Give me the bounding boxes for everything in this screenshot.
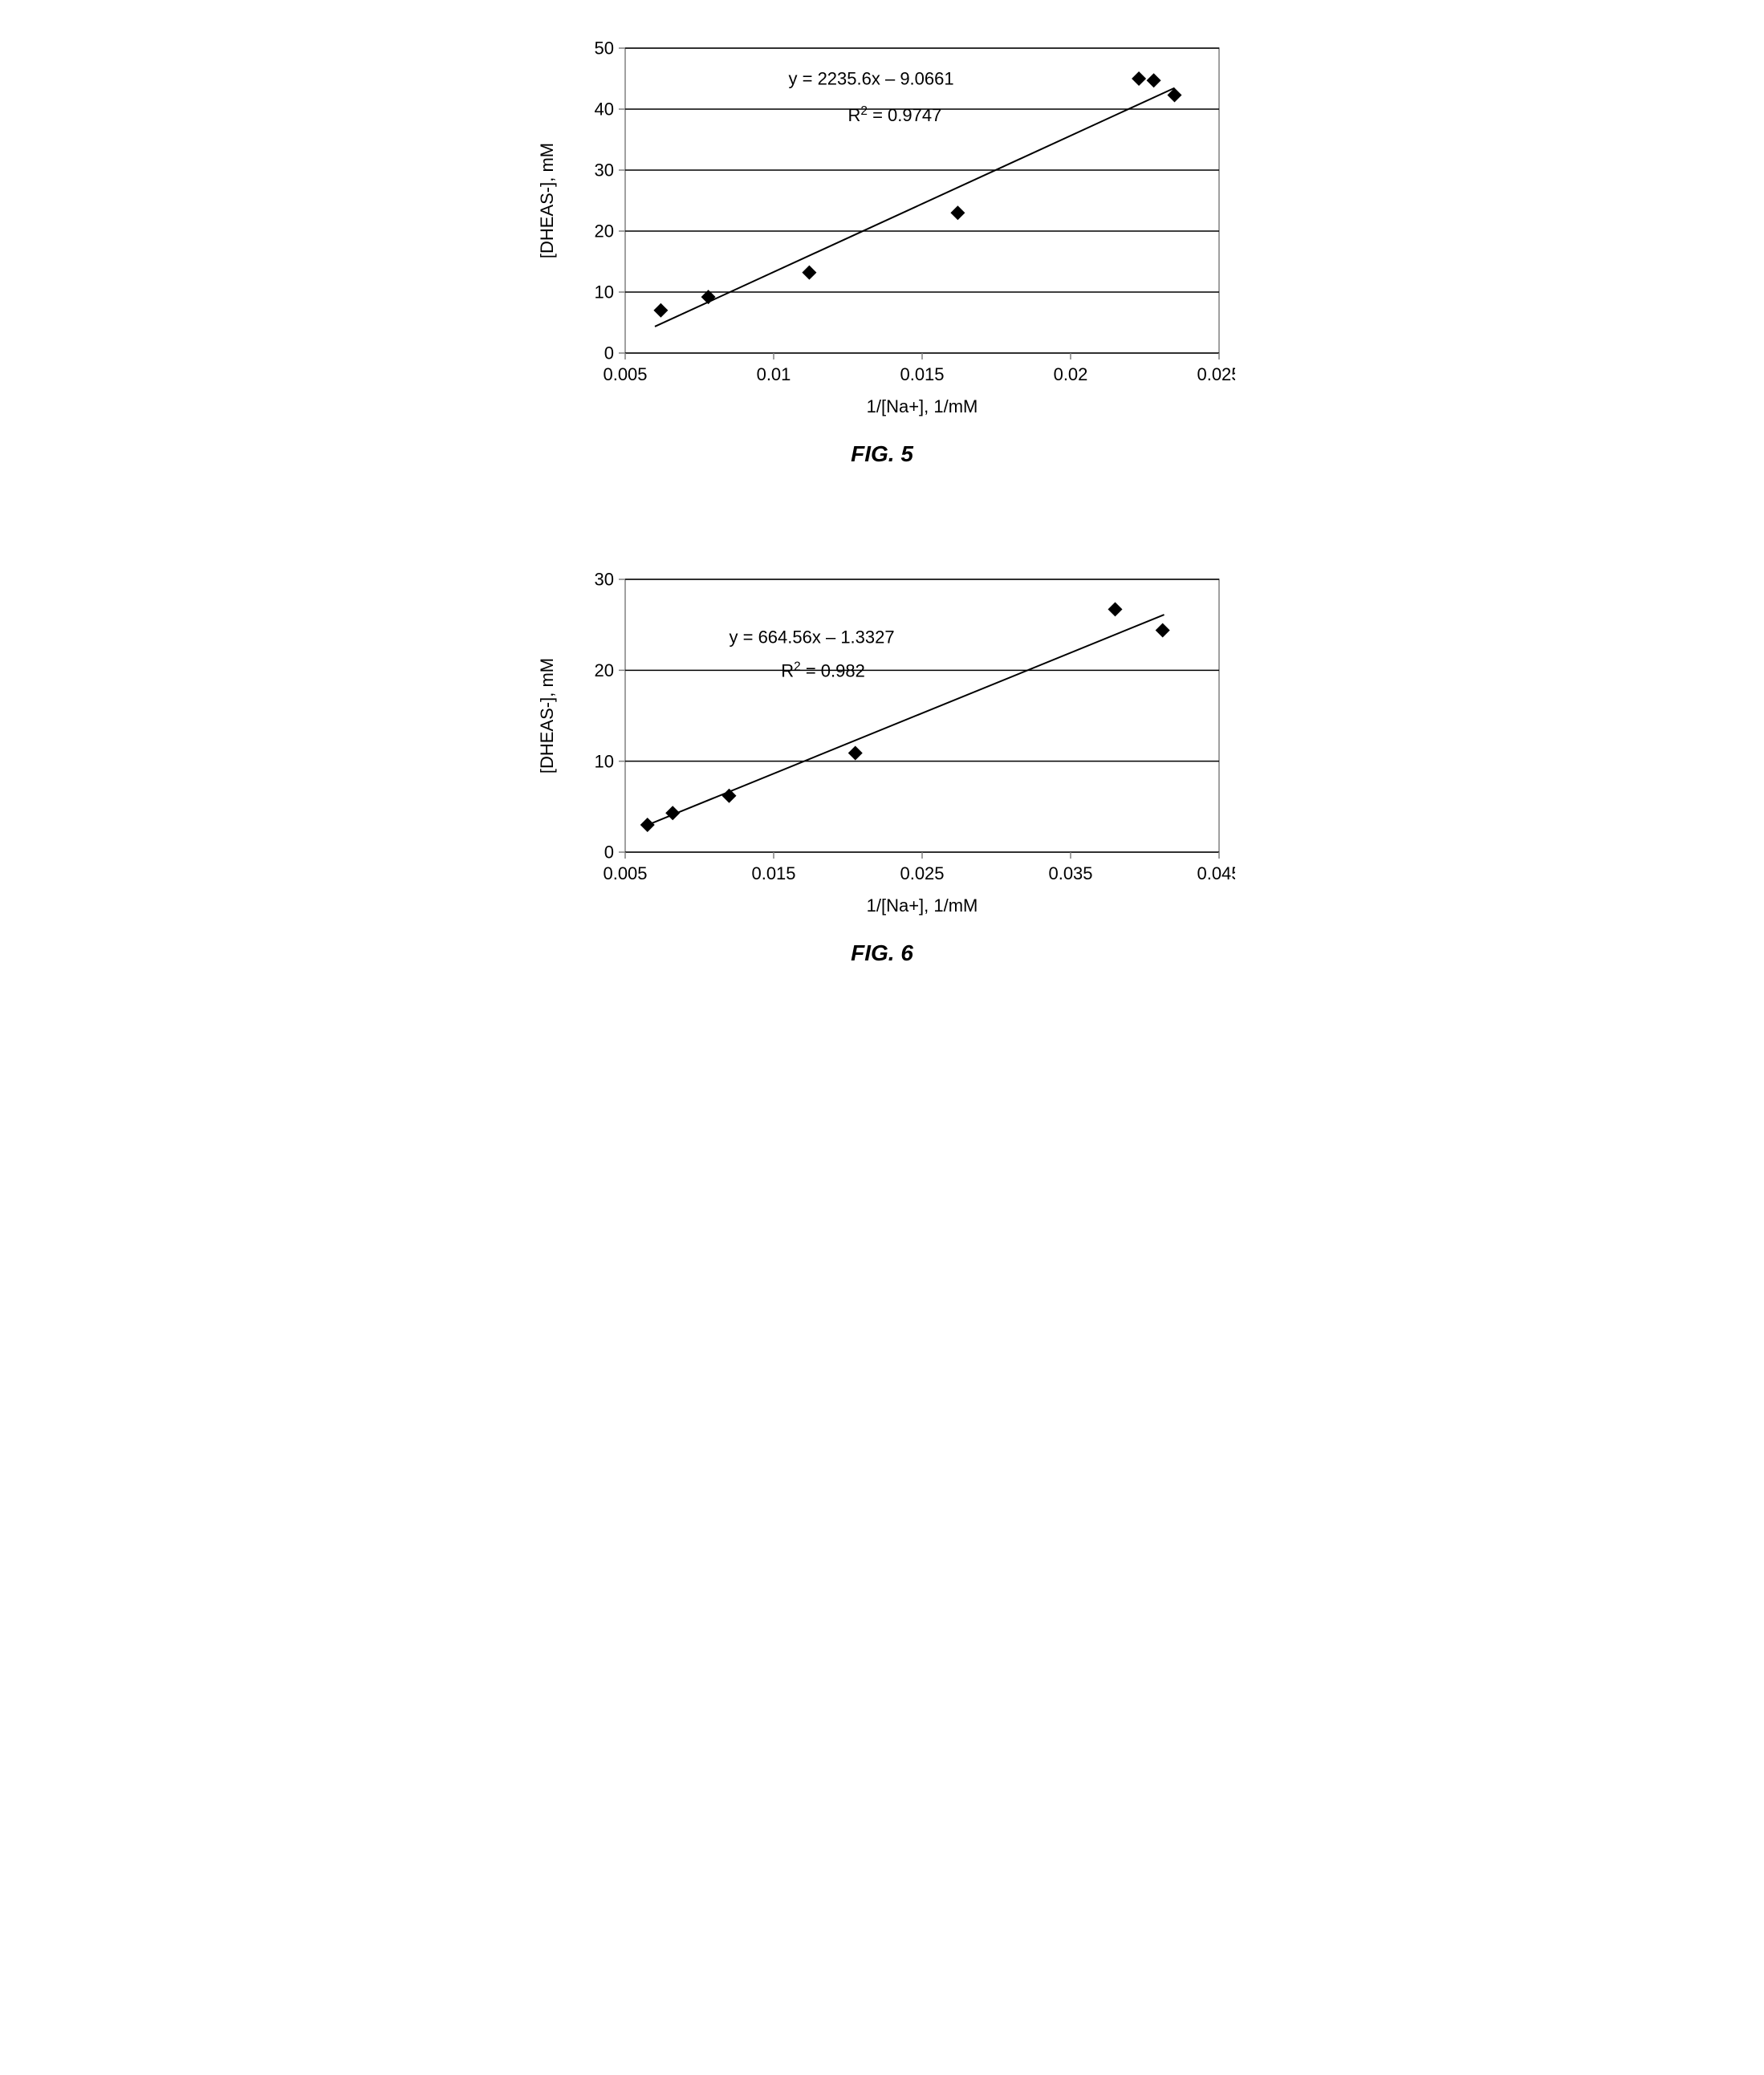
x-tick-label: 0.02	[1054, 364, 1088, 384]
x-tick-label: 0.025	[900, 863, 944, 883]
x-tick-label: 0.025	[1197, 364, 1235, 384]
plot-area	[625, 48, 1219, 353]
r-squared-annotation: R2 = 0.982	[781, 660, 865, 681]
equation-annotation: y = 664.56x – 1.3327	[730, 627, 895, 647]
plot-area	[625, 579, 1219, 852]
equation-annotation: y = 2235.6x – 9.0661	[789, 69, 954, 89]
y-tick-label: 10	[595, 282, 614, 303]
fig5-chart: 0 10 20 30 40 50 0.005 0.01 0.015 0.02 0.025 y = 22…	[529, 32, 1235, 417]
y-tick-label: 40	[595, 99, 614, 120]
y-tick-label: 30	[595, 160, 614, 181]
y-tick-label: 20	[595, 221, 614, 242]
fig6-container: 0 10 20 30 0.005 0.015 0.025 0.035 0.045 y = 664.…	[521, 563, 1243, 966]
y-tick-label: 10	[595, 751, 614, 771]
y-tick-label: 0	[604, 343, 614, 363]
x-tick-label: 0.005	[603, 364, 647, 384]
y-axis-label: [DHEAS-], mM	[537, 658, 557, 774]
x-tick-label: 0.015	[751, 863, 795, 883]
y-tick-label: 50	[595, 39, 614, 59]
y-tick-label: 30	[595, 570, 614, 590]
fig5-caption: FIG. 5	[521, 441, 1243, 467]
y-tick-label: 0	[604, 843, 614, 863]
y-tick-label: 20	[595, 660, 614, 680]
fig6-caption: FIG. 6	[521, 940, 1243, 966]
x-tick-label: 0.015	[900, 364, 944, 384]
x-tick-label: 0.035	[1048, 863, 1092, 883]
y-axis-label: [DHEAS-], mM	[537, 143, 557, 258]
x-tick-label: 0.01	[757, 364, 791, 384]
x-axis-label: 1/[Na+], 1/mM	[867, 396, 978, 416]
x-tick-label: 0.045	[1197, 863, 1235, 883]
fig6-chart: 0 10 20 30 0.005 0.015 0.025 0.035 0.045 y = 664.…	[529, 563, 1235, 916]
fig5-container: 0 10 20 30 40 50 0.005 0.01 0.015 0.02 0.025 y = 22…	[521, 32, 1243, 467]
x-tick-label: 0.005	[603, 863, 647, 883]
x-axis-label: 1/[Na+], 1/mM	[867, 895, 978, 916]
